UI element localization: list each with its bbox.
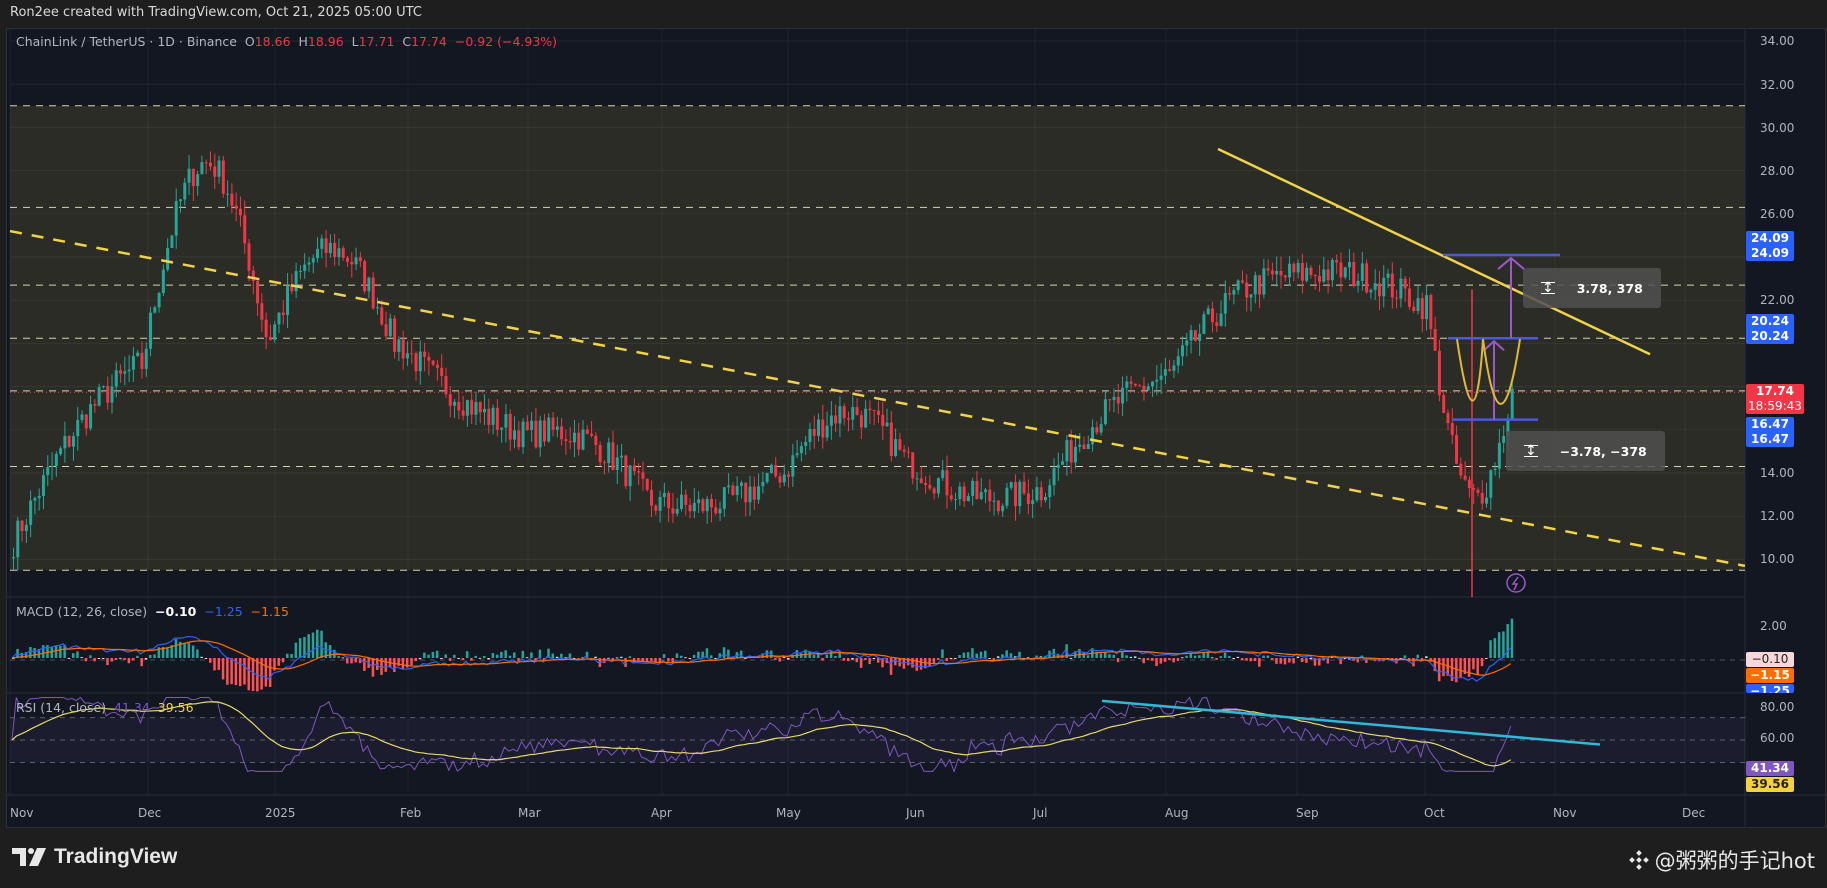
lower-level-value: 16.47 bbox=[1751, 432, 1789, 446]
last-price-tag: 17.74 18:59:43 bbox=[1746, 384, 1804, 414]
macd-line-value: −1.25 bbox=[204, 604, 243, 619]
high-value: 18.96 bbox=[307, 34, 344, 49]
open-value: 18.66 bbox=[254, 34, 291, 49]
time-tick: 2025 bbox=[265, 806, 296, 820]
time-tick: Feb bbox=[400, 806, 422, 820]
macd-line-tag: −1.25 bbox=[1746, 684, 1794, 693]
time-tick: Nov bbox=[1553, 806, 1577, 820]
alert-lightning-icon[interactable] bbox=[1506, 573, 1526, 593]
last-price-value: 17.74 bbox=[1756, 384, 1794, 398]
time-tick: Jul bbox=[1033, 806, 1048, 820]
time-tick: Sep bbox=[1296, 806, 1319, 820]
measure-up-value: 3.78, 378 bbox=[1576, 280, 1643, 296]
rsi-value: 41.34 bbox=[114, 700, 150, 715]
time-tick: Nov bbox=[10, 806, 34, 820]
macd-signal-value: −1.15 bbox=[250, 604, 289, 619]
time-tick: Mar bbox=[518, 806, 541, 820]
lower-level-tag: 16.47 16.47 bbox=[1746, 417, 1794, 447]
lower-level-value: 16.47 bbox=[1751, 417, 1789, 431]
macd-signal-tag: −1.15 bbox=[1746, 668, 1794, 683]
open-label: O bbox=[244, 34, 255, 49]
price-tick: 10.00 bbox=[1760, 552, 1795, 566]
time-tick: Oct bbox=[1424, 806, 1445, 820]
binance-watermark: @粥粥的手记hot bbox=[1628, 845, 1815, 875]
rsi-ma-value: 39.56 bbox=[157, 700, 194, 715]
time-tick: May bbox=[776, 806, 801, 820]
measure-down-label[interactable]: ↕ −3.78, −378 bbox=[1506, 431, 1665, 471]
upper-level-value: 24.09 bbox=[1751, 231, 1789, 245]
rsi-legend: RSI (14, close) 41.34 39.56 bbox=[16, 700, 194, 715]
price-tick: 22.00 bbox=[1760, 293, 1795, 307]
upper-level-value: 24.09 bbox=[1751, 246, 1789, 260]
symbol-legend: ChainLink / TetherUS · 1D · Binance O18.… bbox=[16, 34, 557, 49]
tradingview-logo-text: TradingView bbox=[54, 845, 178, 868]
price-tick: 28.00 bbox=[1760, 164, 1795, 178]
upper-level-tag: 24.09 24.09 bbox=[1746, 231, 1794, 261]
tradingview-logo[interactable]: TradingView bbox=[12, 845, 177, 869]
measure-up-label[interactable]: ↕ 3.78, 378 bbox=[1523, 268, 1661, 308]
binance-icon bbox=[1628, 850, 1649, 870]
rsi-title[interactable]: RSI (14, close) bbox=[16, 700, 107, 715]
macd-hist-tag: −0.10 bbox=[1746, 652, 1794, 667]
time-tick: Dec bbox=[138, 806, 162, 820]
tradingview-logo-icon bbox=[12, 848, 46, 866]
low-value: 17.71 bbox=[358, 34, 395, 49]
close-label: C bbox=[402, 34, 412, 49]
time-tick: Dec bbox=[1682, 806, 1706, 820]
measure-icon: ↕ bbox=[1524, 443, 1538, 459]
low-label: L bbox=[351, 34, 359, 49]
bar-countdown: 18:59:43 bbox=[1748, 399, 1802, 413]
time-tick: Aug bbox=[1165, 806, 1189, 820]
macd-axis-tick: 2.00 bbox=[1760, 619, 1787, 633]
price-tick: 34.00 bbox=[1760, 34, 1795, 48]
close-value: 17.74 bbox=[411, 34, 447, 49]
time-tick: Jun bbox=[906, 806, 925, 820]
price-tick: 14.00 bbox=[1760, 466, 1795, 480]
price-tick: 32.00 bbox=[1760, 78, 1795, 92]
symbol-title[interactable]: ChainLink / TetherUS · 1D · Binance bbox=[16, 34, 237, 49]
price-tick: 30.00 bbox=[1760, 121, 1795, 135]
price-tick: 26.00 bbox=[1760, 207, 1795, 221]
measure-down-value: −3.78, −378 bbox=[1559, 443, 1647, 459]
measure-icon: ↕ bbox=[1541, 280, 1555, 296]
macd-legend: MACD (12, 26, close) −0.10 −1.25 −1.15 bbox=[16, 604, 289, 619]
chart-credit: Ron2ee created with TradingView.com, Oct… bbox=[10, 5, 422, 20]
rsi-axis-tick: 60.00 bbox=[1760, 731, 1795, 745]
mid-level-value: 20.24 bbox=[1751, 314, 1789, 328]
rsi-tag: 41.34 bbox=[1746, 761, 1794, 776]
time-tick: Apr bbox=[651, 806, 672, 820]
macd-hist-value: −0.10 bbox=[155, 604, 197, 619]
price-tick: 12.00 bbox=[1760, 509, 1795, 523]
rsi-ma-tag: 39.56 bbox=[1746, 777, 1794, 792]
macd-title[interactable]: MACD (12, 26, close) bbox=[16, 604, 148, 619]
change-value: −0.92 (−4.93%) bbox=[454, 34, 558, 49]
watermark-text: @粥粥的手记hot bbox=[1654, 849, 1815, 873]
mid-level-value: 20.24 bbox=[1751, 329, 1789, 343]
high-label: H bbox=[298, 34, 308, 49]
rsi-axis-tick: 80.00 bbox=[1760, 700, 1795, 714]
mid-level-tag: 20.24 20.24 bbox=[1746, 314, 1794, 344]
